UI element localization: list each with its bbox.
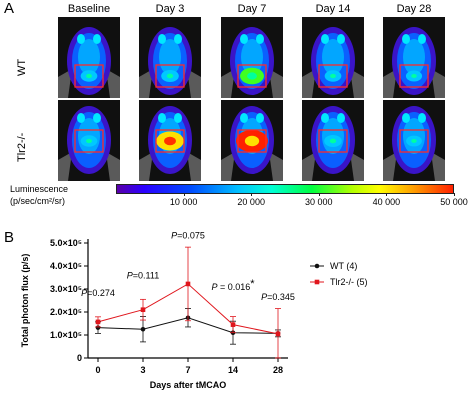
panel-b-letter: B <box>4 229 14 246</box>
bli-image-tlr2-2 <box>221 100 283 181</box>
mouse-head-image <box>302 17 364 98</box>
panel-a-letter: A <box>4 0 15 17</box>
p-symbol: P <box>81 288 87 298</box>
mouse-head-image <box>58 17 120 98</box>
colorbar-tick <box>454 193 455 196</box>
significance-star: * <box>250 278 255 290</box>
bli-image-wt-4 <box>383 17 445 98</box>
colorbar-tick-label: 30 000 <box>305 197 333 207</box>
column-header-baseline: Baseline <box>67 3 111 15</box>
mouse-head-image <box>221 17 283 98</box>
data-point-tlr2 <box>275 331 281 337</box>
legend-label-wt: WT (4) <box>330 261 357 271</box>
colorbar-title-line1: Luminescence <box>10 184 69 194</box>
x-tick-label: 28 <box>273 365 283 375</box>
p-value-annotation: P=0.345 <box>261 292 295 302</box>
p-value-annotation: P = 0.016* <box>211 278 255 292</box>
column-header-day-28: Day 28 <box>396 3 432 15</box>
colorbar-tick-label: 10 000 <box>169 197 198 207</box>
bli-image-tlr2-0 <box>58 100 120 181</box>
mouse-head-image <box>383 17 445 98</box>
data-point-tlr2 <box>140 307 146 312</box>
data-point-wt <box>95 325 101 330</box>
y-axis-label: Total photon flux (p/s) <box>20 254 30 348</box>
p-value-text: = 0.016 <box>217 282 250 292</box>
colorbar-tick <box>386 193 388 196</box>
data-point-tlr2 <box>95 319 101 325</box>
x-tick-label: 14 <box>228 365 238 375</box>
colorbar-tick-label: 20 000 <box>237 197 265 207</box>
x-tick-label: 3 <box>140 365 145 375</box>
legend-marker-tlr2 <box>314 279 320 285</box>
p-value-text: =0.111 <box>133 271 159 281</box>
colorbar-title: Luminescence (p/sec/cm²/sr) <box>10 183 68 207</box>
legend-marker-wt <box>314 263 320 269</box>
p-value-text: =0.075 <box>177 230 205 240</box>
colorbar-tick <box>318 193 320 196</box>
bli-image-wt-0 <box>58 17 120 98</box>
p-value-text: =0.345 <box>267 292 295 302</box>
p-symbol: P <box>261 292 267 302</box>
y-tick-label: 2.0×10⁵ <box>50 307 82 317</box>
y-tick-label: 3.0×10⁵ <box>50 284 82 294</box>
colorbar <box>116 184 454 194</box>
p-symbol: P <box>171 230 177 240</box>
data-point-wt <box>140 326 146 332</box>
p-symbol: P <box>127 271 133 281</box>
mouse-head-image <box>221 100 283 181</box>
p-value-annotation: P=0.075 <box>171 230 205 240</box>
column-header-day-14: Day 14 <box>315 3 351 15</box>
data-point-tlr2 <box>230 322 236 327</box>
bli-image-tlr2-3 <box>302 100 364 181</box>
bli-image-wt-1 <box>139 17 201 98</box>
colorbar-tick <box>183 193 185 196</box>
y-tick-label: 5.0×10⁵ <box>50 238 82 248</box>
bli-image-tlr2-4 <box>383 100 445 181</box>
x-tick-label: 0 <box>95 365 100 375</box>
p-value-annotation: P=0.274 <box>81 288 115 298</box>
row-label-tlr2: Tlr2-/- <box>16 132 28 162</box>
bli-image-tlr2-1 <box>139 100 201 181</box>
colorbar-title-line2: (p/sec/cm²/sr) <box>10 196 65 206</box>
column-header-day-3: Day 3 <box>155 3 185 15</box>
x-tick-label: 7 <box>185 365 190 375</box>
colorbar-tick-label: 40 000 <box>372 197 401 207</box>
p-value-annotation: P=0.111 <box>127 271 159 281</box>
p-value-text: =0.274 <box>87 288 115 298</box>
mouse-head-image <box>58 100 120 181</box>
column-header-day-7: Day 7 <box>237 3 267 15</box>
p-symbol: P <box>211 282 217 292</box>
bli-image-wt-3 <box>302 17 364 98</box>
mouse-head-image <box>139 17 201 98</box>
x-axis-label: Days after tMCAO <box>150 380 227 390</box>
colorbar-tick <box>251 193 253 196</box>
data-point-tlr2 <box>185 281 191 287</box>
mouse-head-image <box>383 100 445 181</box>
mouse-head-image <box>302 100 364 181</box>
row-label-wt: WT <box>16 58 28 76</box>
photon-flux-chart: B 0 1.0×10⁵ 2.0×10⁵ 3.0×10⁵ 4.0×10⁵ 5.0×10⁵ 0 3 7… <box>4 229 368 390</box>
legend-label-tlr2: Tlr2-/- (5) <box>330 277 368 287</box>
y-tick-label: 1.0×10⁵ <box>50 330 82 340</box>
y-tick-label: 0 <box>77 353 82 363</box>
mouse-head-image <box>139 100 201 181</box>
bli-image-wt-2 <box>221 17 283 98</box>
y-tick-label: 4.0×10⁵ <box>50 261 82 271</box>
colorbar-tick-label: 50 000 <box>440 197 468 207</box>
